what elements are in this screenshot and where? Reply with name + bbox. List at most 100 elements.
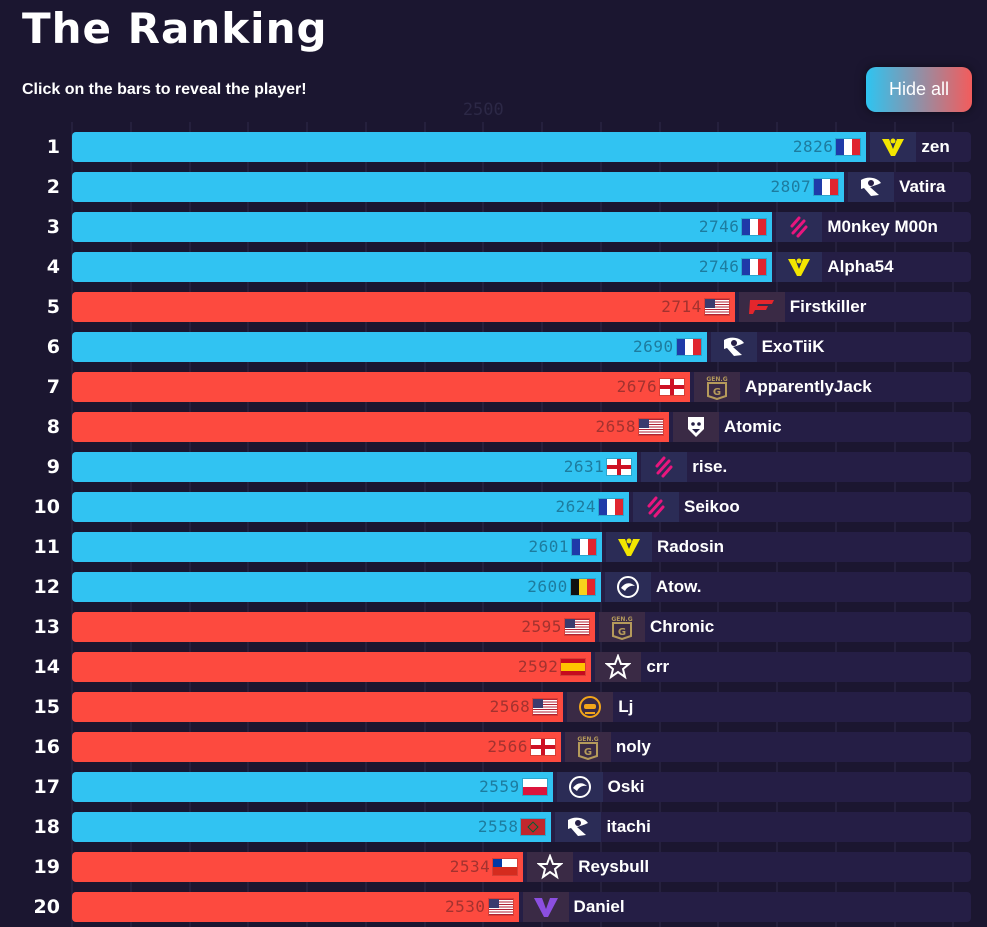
gridline <box>364 122 367 927</box>
ranking-bar[interactable] <box>72 212 773 242</box>
rank-number: 6 <box>46 336 60 358</box>
player-name[interactable]: crr <box>646 657 670 676</box>
ranking-bar[interactable] <box>72 652 592 682</box>
ranking-bar[interactable] <box>72 812 552 842</box>
elo-value-label: 2714 <box>661 297 702 316</box>
vitality-logo-icon <box>870 132 917 162</box>
flag-pl-icon <box>522 779 547 795</box>
ranking-bar[interactable] <box>72 572 601 602</box>
bds-logo-icon <box>633 492 680 522</box>
player-name[interactable]: M0nkey M00n <box>827 217 938 236</box>
gridline <box>247 122 250 927</box>
player-name[interactable]: ApparentlyJack <box>745 377 872 396</box>
flag-fr-icon <box>571 539 596 555</box>
ranking-bar[interactable] <box>72 172 845 202</box>
player-name[interactable]: Atow. <box>655 577 702 596</box>
elo-value-label: 2595 <box>521 617 562 636</box>
svg-text:G: G <box>618 627 626 638</box>
svg-text:GEN.G: GEN.G <box>707 376 728 383</box>
elo-value-label: 2826 <box>792 137 834 156</box>
player-name[interactable]: itachi <box>606 817 651 836</box>
player-name[interactable]: Atomic <box>723 417 782 436</box>
player-name[interactable]: Vatira <box>899 177 946 196</box>
flag-us-icon <box>638 419 663 435</box>
ranking-bar[interactable] <box>72 332 707 362</box>
rank-number: 19 <box>33 856 60 878</box>
svg-text:G: G <box>584 747 592 758</box>
rank-number: 10 <box>33 496 60 518</box>
player-name[interactable]: Daniel <box>573 897 625 916</box>
player-name[interactable]: Lj <box>618 697 634 716</box>
karmine-logo-icon <box>710 332 757 362</box>
elo-value-label: 2530 <box>445 897 486 916</box>
star-logo-icon <box>527 852 574 882</box>
flag-cl-icon <box>493 859 518 875</box>
rank-number: 9 <box>46 456 60 478</box>
player-name[interactable]: Alpha54 <box>827 257 894 276</box>
rank-number: 7 <box>46 376 60 398</box>
rank-number: 15 <box>33 696 60 718</box>
rank-number: 12 <box>33 576 60 598</box>
karmine-logo-icon <box>848 172 895 202</box>
karmine-logo-icon <box>555 812 602 842</box>
player-name[interactable]: Oski <box>607 777 645 796</box>
ranking-bar[interactable] <box>72 612 595 642</box>
ranking-bar[interactable] <box>72 732 561 762</box>
flag-fr-icon <box>742 259 767 275</box>
geng-logo-icon: GEN.G G <box>694 372 741 402</box>
elo-value-label: 2746 <box>698 217 740 236</box>
gridline <box>834 122 837 927</box>
player-name[interactable]: zen <box>921 137 950 156</box>
page-title: The Ranking <box>22 4 328 53</box>
spacestation-logo-icon <box>567 692 614 722</box>
gridline <box>423 122 426 927</box>
geng-logo-icon: GEN.G G <box>564 732 611 762</box>
ranking-bar[interactable] <box>72 532 602 562</box>
player-name[interactable]: ExoTiiK <box>761 337 825 356</box>
elo-value-label: 2568 <box>489 697 531 716</box>
geng-logo-icon: GEN.G G <box>598 612 645 642</box>
elo-value-label: 2566 <box>487 737 528 756</box>
flag-en-icon <box>530 739 555 755</box>
flag-us-icon <box>488 899 513 915</box>
ranking-bar[interactable] <box>72 132 867 162</box>
ranking-bar[interactable] <box>72 492 630 522</box>
flag-us-icon <box>564 619 589 635</box>
rank-number: 3 <box>46 216 60 238</box>
rank-number: 4 <box>46 256 60 278</box>
svg-text:G: G <box>713 387 721 398</box>
rank-number: 5 <box>46 296 60 318</box>
ranking-bar[interactable] <box>72 372 691 402</box>
ranking-bar[interactable] <box>72 772 553 802</box>
elo-value-label: 2624 <box>555 497 597 516</box>
gridline <box>893 122 896 927</box>
player-name[interactable]: Firstkiller <box>789 297 867 316</box>
ranking-bar[interactable] <box>72 852 524 882</box>
hide-all-button[interactable]: Hide all <box>866 67 972 112</box>
ranking-bar[interactable] <box>72 412 669 442</box>
rank-number: 17 <box>33 776 60 798</box>
ranking-bar[interactable] <box>72 292 735 322</box>
player-name[interactable]: Radosin <box>656 537 725 556</box>
gridline <box>776 122 779 927</box>
ranking-bar[interactable] <box>72 452 638 482</box>
ranking-bar[interactable] <box>72 692 564 722</box>
ranking-bar[interactable] <box>72 252 773 282</box>
flag-be-icon <box>570 579 595 595</box>
flag-fr-icon <box>836 139 861 155</box>
bds-logo-icon <box>641 452 688 482</box>
svg-text:GEN.G: GEN.G <box>577 736 598 743</box>
player-name[interactable]: Seikoo <box>684 497 740 516</box>
player-name[interactable]: Chronic <box>649 617 715 636</box>
player-name[interactable]: Reysbull <box>578 857 650 876</box>
elo-value-label: 2558 <box>477 817 519 836</box>
rank-number: 1 <box>46 136 60 158</box>
gridline <box>306 122 309 927</box>
player-name[interactable]: rise. <box>692 457 728 476</box>
rank-number: 13 <box>33 616 60 638</box>
flag-es-icon <box>561 659 586 675</box>
ranking-bar[interactable] <box>72 892 519 922</box>
player-name[interactable]: noly <box>615 737 651 756</box>
elo-value-label: 2658 <box>595 417 636 436</box>
svg-text:GEN.G: GEN.G <box>611 616 632 623</box>
